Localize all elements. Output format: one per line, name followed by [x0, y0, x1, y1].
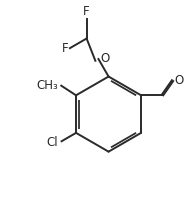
Text: O: O [174, 74, 184, 87]
Text: F: F [62, 42, 68, 55]
Text: O: O [100, 52, 109, 65]
Text: Cl: Cl [46, 137, 58, 150]
Text: F: F [83, 5, 90, 18]
Text: CH₃: CH₃ [37, 79, 58, 92]
